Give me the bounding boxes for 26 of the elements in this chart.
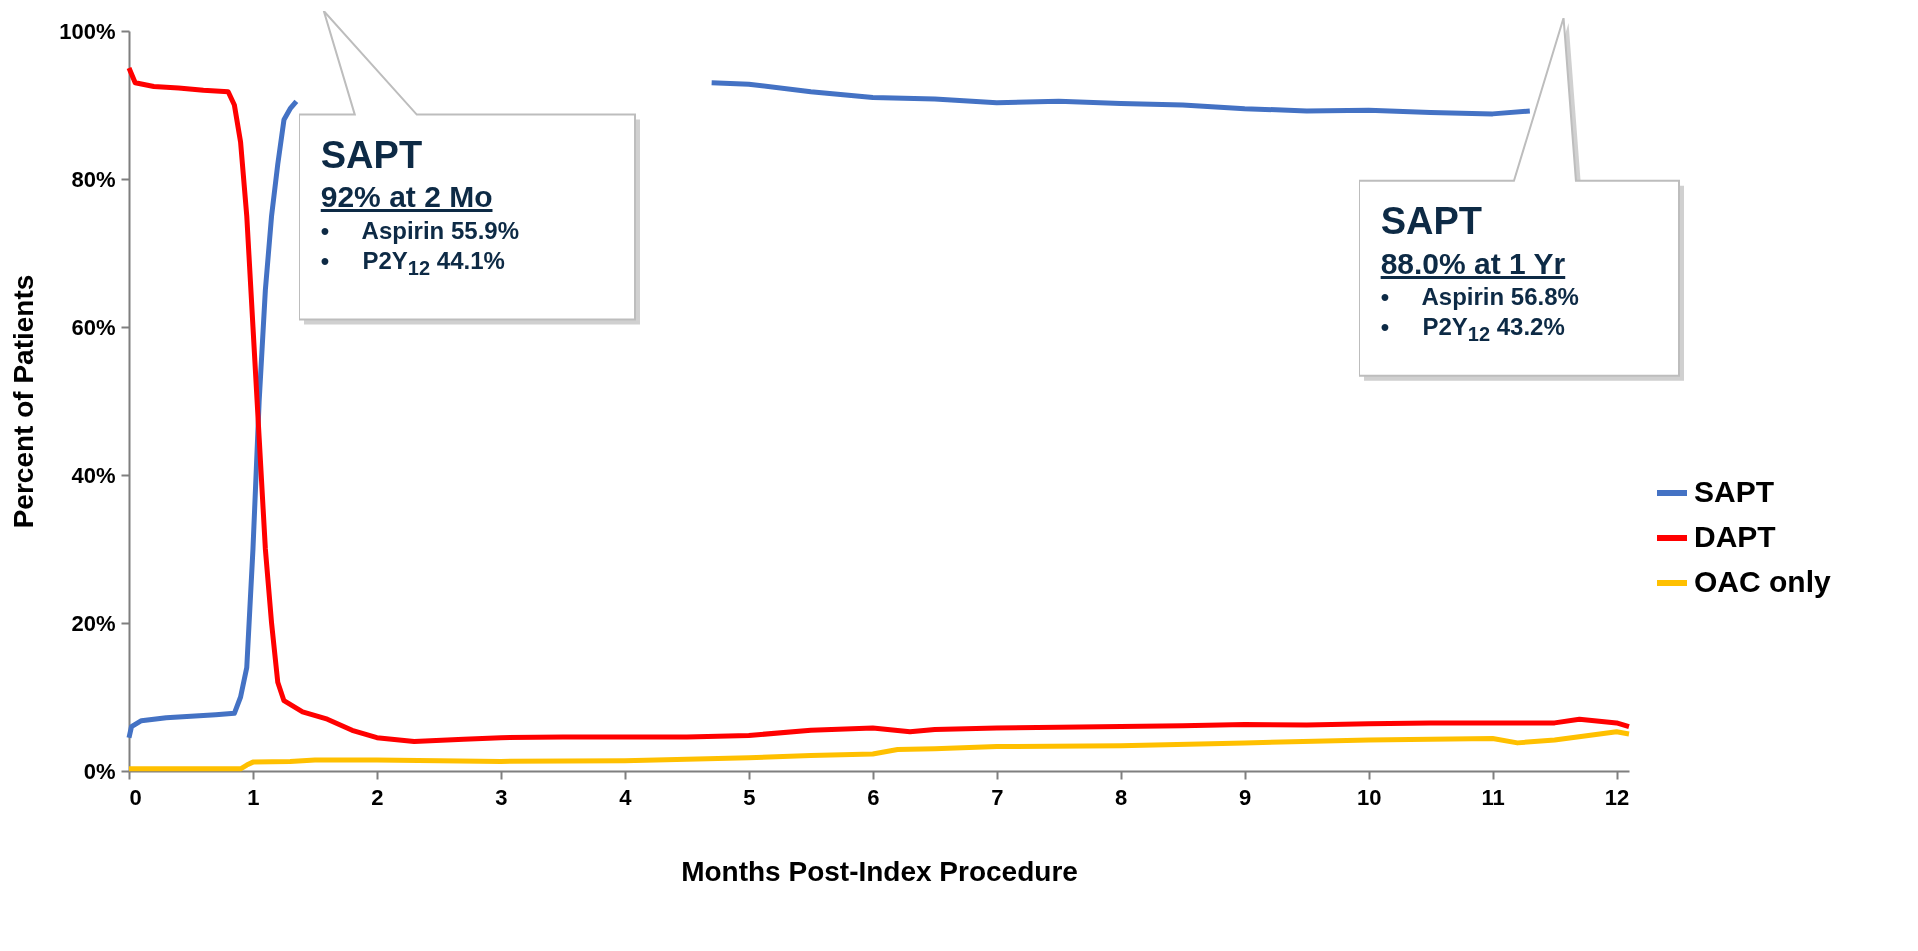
annotation: SAPT 88.0% at 1 Yr • Aspirin 56.8% • P2Y$_{12}$ 43.2% — [1380, 199, 1579, 348]
legend-label: SAPT — [1694, 475, 1775, 508]
x-axis-title: Months Post-Index Procedure — [681, 855, 1078, 887]
x-tick-label: 4 — [619, 784, 633, 810]
x-tick-label: 10 — [1356, 784, 1382, 810]
x-tick-label: 0 — [129, 784, 142, 810]
x-tick-label: 6 — [867, 784, 880, 810]
x-tick-label: 1 — [247, 784, 260, 810]
x-tick-label: 9 — [1239, 784, 1252, 810]
x-tick-label: 12 — [1604, 784, 1630, 810]
x-tick-label: 7 — [991, 784, 1004, 810]
y-axis-title: Percent of Patients — [8, 274, 40, 529]
y-tick-label: 100% — [59, 18, 116, 44]
y-tick-label: 20% — [71, 610, 116, 636]
x-tick-label: 5 — [743, 784, 756, 810]
legend-label: OAC only — [1694, 565, 1831, 598]
x-tick-label: 8 — [1115, 784, 1128, 810]
y-tick-label: 60% — [71, 314, 116, 340]
x-tick-label: 2 — [371, 784, 384, 810]
x-tick-label: 3 — [495, 784, 508, 810]
y-tick-label: 40% — [71, 462, 116, 488]
legend-label: DAPT — [1694, 520, 1776, 553]
annotation: SAPT 92% at 2 Mo • Aspirin 55.9% • P2Y$_{12}$ 44.1% — [320, 132, 519, 281]
y-tick-label: 0% — [83, 758, 116, 784]
y-tick-label: 80% — [71, 166, 116, 192]
x-tick-label: 11 — [1481, 784, 1505, 810]
